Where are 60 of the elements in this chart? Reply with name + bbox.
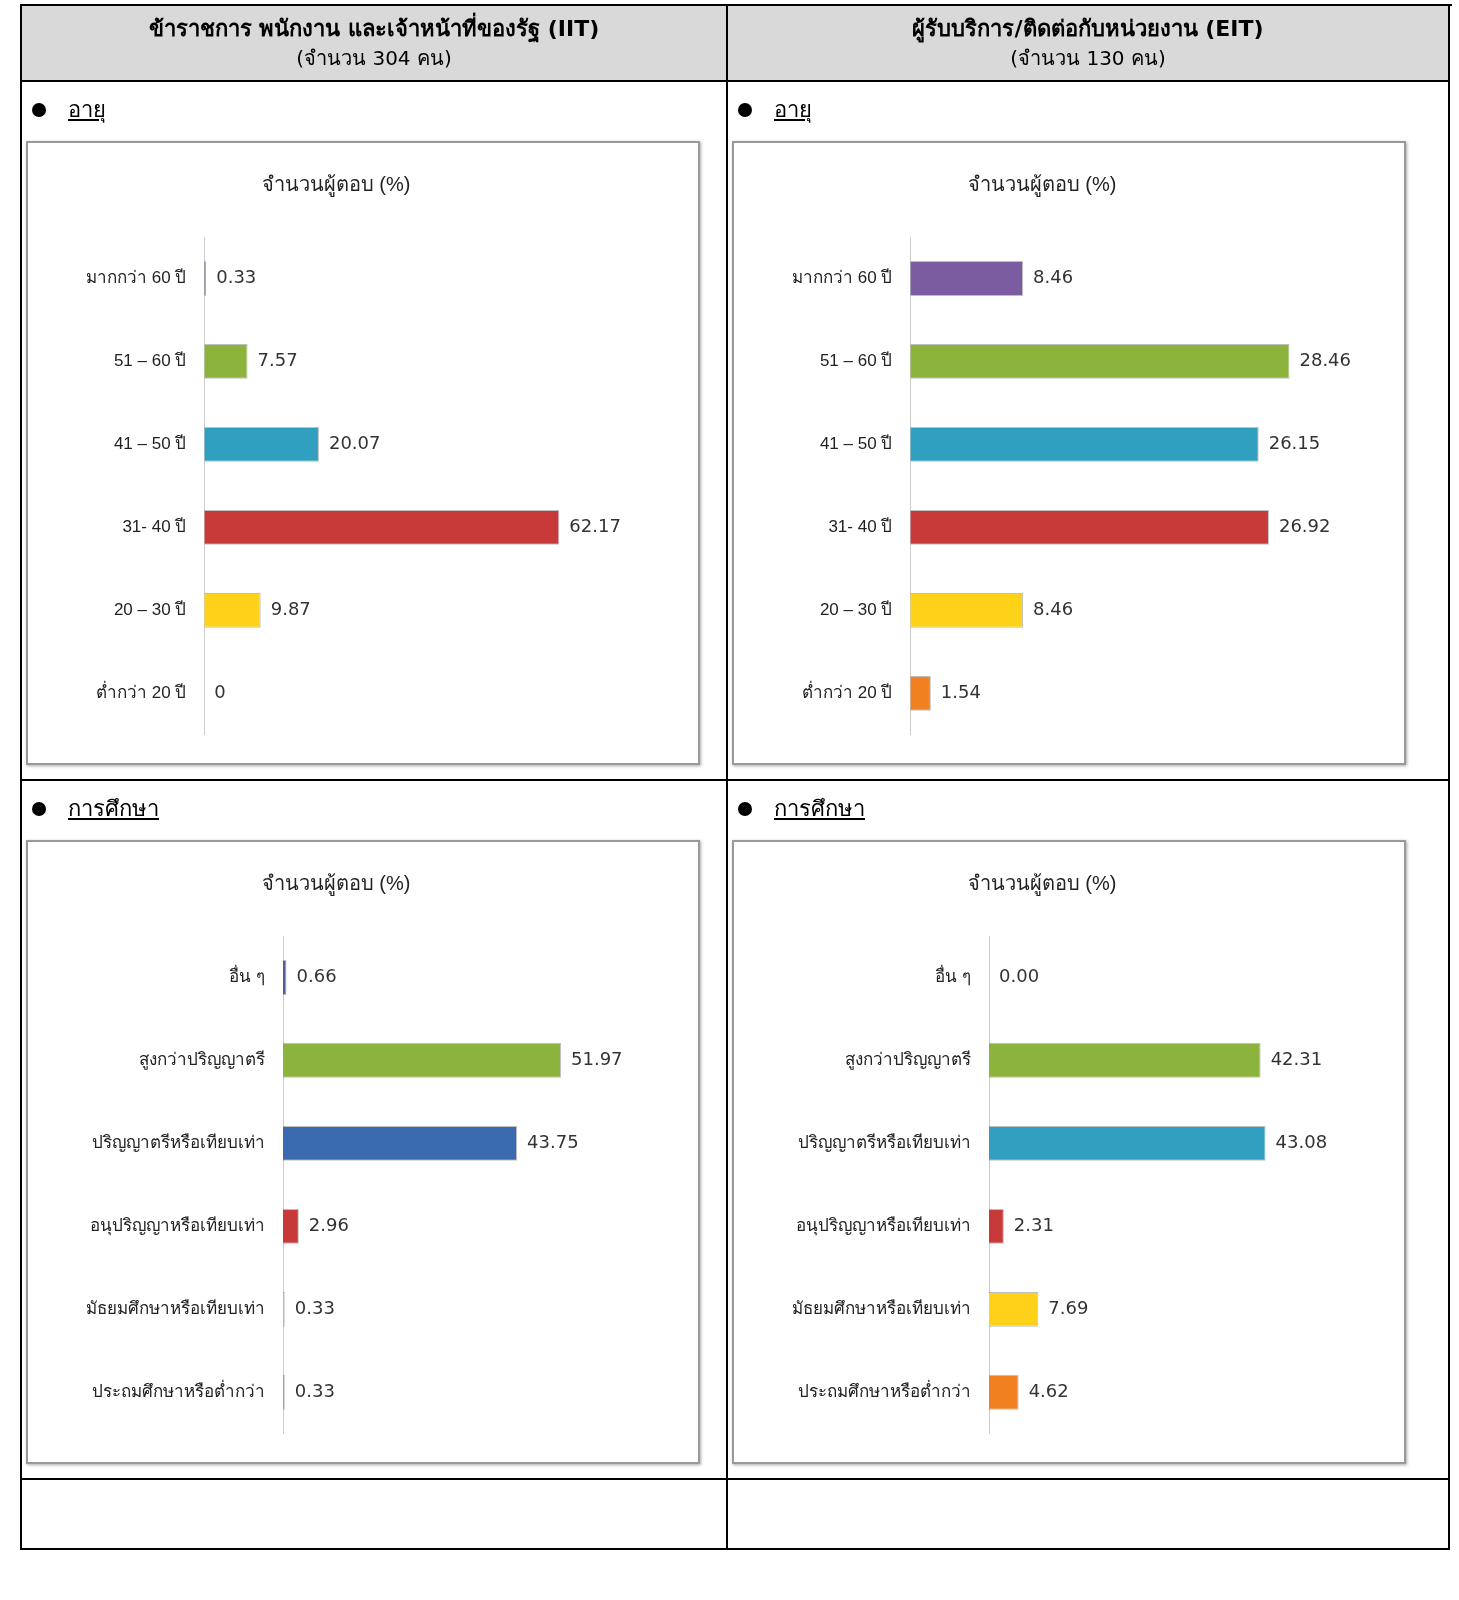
y-tick-label: มากกว่า 60 ปี — [792, 268, 893, 288]
data-label: 0.33 — [294, 1379, 335, 1401]
y-tick-label: อื่น ๆ — [935, 964, 971, 987]
chart-title: จำนวนผู้ตอบ (%) — [261, 172, 411, 197]
data-label: 28.46 — [1299, 349, 1352, 371]
data-label: 1.54 — [940, 680, 981, 702]
data-label: 42.31 — [1270, 1048, 1323, 1070]
y-tick-label: 41 – 50 ปี — [819, 434, 893, 454]
y-tick-label: สูงกว่าปริญญาตรี — [845, 1050, 971, 1071]
data-label: 0.00 — [999, 965, 1040, 987]
data-label: 0 — [214, 680, 226, 702]
data-label: 9.87 — [270, 598, 311, 620]
text: การศึกษา — [774, 795, 865, 823]
chart-title: จำนวนผู้ตอบ (%) — [967, 172, 1117, 197]
y-tick-label: 20 – 30 ปี — [113, 600, 187, 620]
y-tick-label: ประถมศึกษาหรือต่ำกว่า — [92, 1379, 265, 1401]
y-tick-label: 20 – 30 ปี — [819, 600, 893, 620]
y-tick-label: ปริญญาตรีหรือเทียบเท่า — [92, 1133, 265, 1153]
y-tick-label: สูงกว่าปริญญาตรี — [139, 1050, 265, 1071]
data-label: 62.17 — [569, 515, 621, 537]
data-label: 8.46 — [1033, 598, 1074, 620]
data-label: 43.75 — [527, 1131, 579, 1153]
data-label: 8.46 — [1033, 266, 1074, 288]
data-label: 7.69 — [1048, 1297, 1089, 1319]
data-label: 0.66 — [296, 965, 337, 987]
y-tick-label: อนุปริญญาหรือเทียบเท่า — [90, 1216, 265, 1237]
data-label: 7.57 — [257, 349, 298, 371]
text: ข้าราชการ พนักงาน และเจ้าหน้าที่ของรัฐ (IIT) — [147, 14, 601, 44]
data-label: 4.62 — [1028, 1379, 1069, 1401]
data-label: 43.08 — [1275, 1131, 1328, 1153]
data-label: 0.33 — [216, 266, 257, 288]
y-tick-label: ประถมศึกษาหรือต่ำกว่า — [798, 1379, 971, 1401]
y-tick-label: 51 – 60 ปี — [113, 351, 187, 371]
y-tick-label: มัธยมศึกษาหรือเทียบเท่า — [86, 1299, 265, 1319]
y-tick-label: อื่น ๆ — [229, 964, 265, 987]
y-tick-label: 51 – 60 ปี — [819, 351, 893, 371]
text: (จำนวน 304 คน) — [295, 45, 453, 72]
chart-title: จำนวนผู้ตอบ (%) — [967, 871, 1117, 896]
chart-title: จำนวนผู้ตอบ (%) — [261, 871, 411, 896]
y-tick-label: ต่ำกว่า 20 ปี — [802, 680, 893, 702]
y-tick-label: 31- 40 ปี — [122, 517, 187, 537]
y-tick-label: ต่ำกว่า 20 ปี — [96, 680, 187, 702]
y-tick-label: 31- 40 ปี — [828, 517, 893, 537]
data-label: 26.92 — [1278, 515, 1331, 537]
data-label: 20.07 — [328, 432, 381, 454]
text: อายุ — [68, 96, 106, 125]
text: ผู้รับบริการ/ติดต่อกับหน่วยงาน (EIT) — [911, 15, 1265, 44]
data-label: 51.97 — [571, 1048, 623, 1070]
y-tick-label: อนุปริญญาหรือเทียบเท่า — [796, 1216, 971, 1237]
y-tick-label: มากกว่า 60 ปี — [86, 268, 187, 288]
y-tick-label: มัธยมศึกษาหรือเทียบเท่า — [792, 1299, 971, 1319]
text: การศึกษา — [68, 795, 159, 823]
data-label: 26.15 — [1268, 432, 1321, 454]
data-label: 0.33 — [294, 1297, 335, 1319]
data-label: 2.31 — [1013, 1214, 1054, 1236]
y-tick-label: 41 – 50 ปี — [113, 434, 187, 454]
y-tick-label: ปริญญาตรีหรือเทียบเท่า — [798, 1133, 971, 1153]
text: (จำนวน 130 คน) — [1009, 45, 1167, 72]
text: อายุ — [774, 96, 812, 125]
data-label: 2.96 — [308, 1214, 349, 1236]
